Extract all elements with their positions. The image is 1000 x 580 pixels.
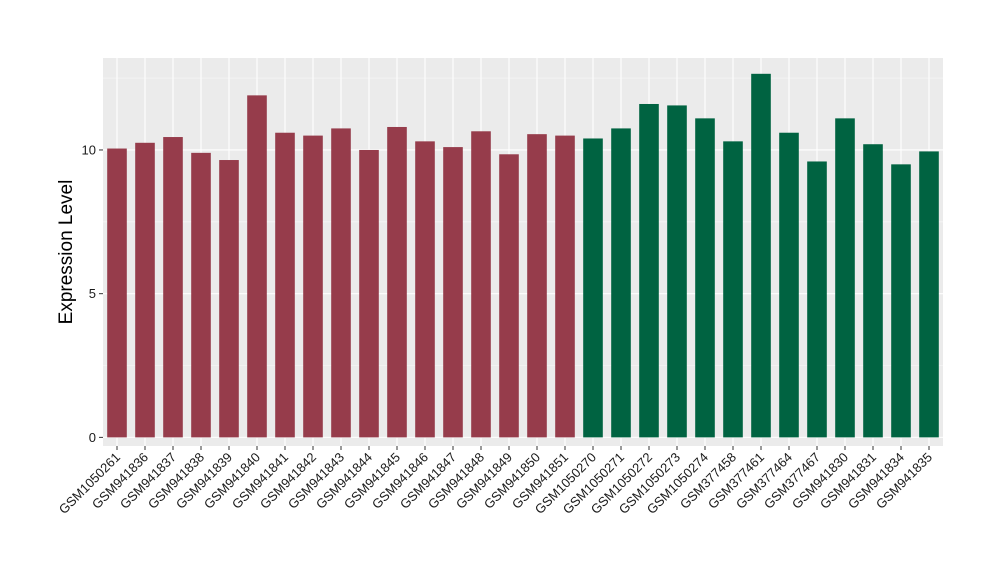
y-tick-label: 0 (89, 430, 96, 445)
bar-GSM941842 (303, 135, 323, 438)
bar-GSM941831 (863, 144, 883, 438)
bar-GSM941845 (387, 126, 407, 438)
bar-GSM1050272 (639, 103, 659, 438)
bar-GSM941840 (247, 95, 267, 438)
bar-GSM941836 (135, 142, 155, 438)
bar-GSM377461 (751, 73, 771, 438)
bar-GSM941837 (163, 137, 183, 438)
bar-GSM941830 (835, 118, 855, 438)
bars (107, 73, 939, 438)
plot-panel (103, 58, 943, 446)
grid-minor (103, 77, 943, 366)
bar-GSM941841 (275, 132, 295, 438)
bar-GSM941851 (555, 135, 575, 438)
bar-GSM1050271 (611, 128, 631, 438)
y-tick-label: 10 (82, 142, 96, 157)
y-axis-title: Expression Level (56, 180, 77, 325)
bar-GSM941835 (919, 151, 939, 438)
bar-GSM941843 (331, 128, 351, 438)
bar-GSM1050274 (695, 118, 715, 438)
bar-GSM1050270 (583, 138, 603, 438)
bar-GSM941838 (191, 152, 211, 438)
bar-GSM941850 (527, 134, 547, 438)
bar-GSM941846 (415, 141, 435, 438)
bar-GSM941847 (443, 147, 463, 438)
bar-GSM941844 (359, 149, 379, 438)
bar-GSM377458 (723, 141, 743, 438)
bar-GSM377464 (779, 132, 799, 438)
bar-GSM1050273 (667, 105, 687, 438)
bar-GSM1050261 (107, 148, 127, 438)
y-tick-label: 5 (89, 286, 96, 301)
bar-GSM377467 (807, 161, 827, 438)
bar-GSM941848 (471, 131, 491, 438)
bar-GSM941849 (499, 154, 519, 438)
y-axis: 0 5 10 (82, 142, 103, 445)
bar-GSM941834 (891, 164, 911, 438)
x-axis: GSM1050261GSM941836GSM941837GSM941838GSM… (56, 446, 935, 517)
bar-GSM941839 (219, 160, 239, 438)
